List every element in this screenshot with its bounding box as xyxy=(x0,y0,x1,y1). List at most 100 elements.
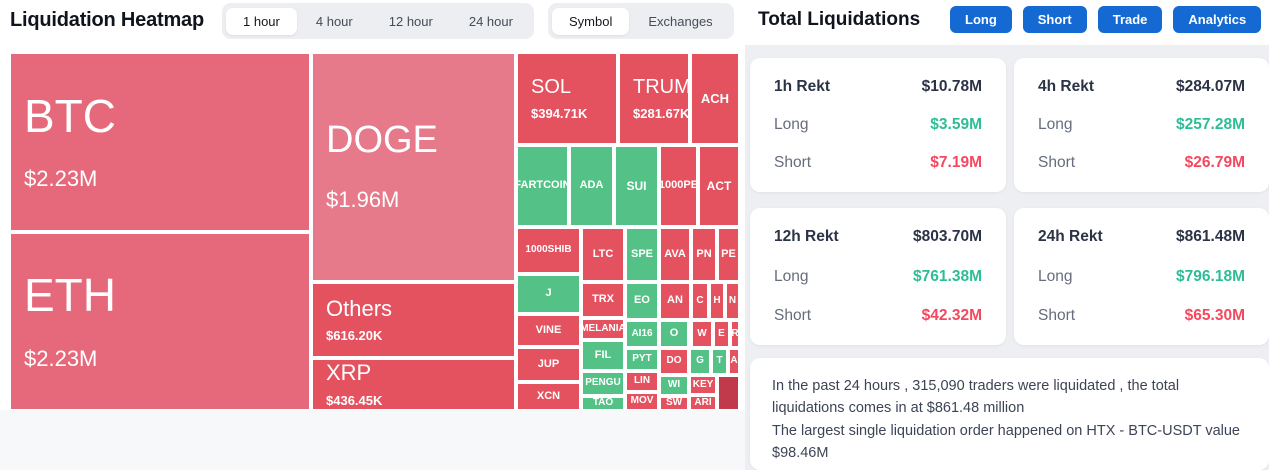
treemap-tile-pengu[interactable]: PENGU xyxy=(582,372,624,395)
summary-line-1: In the past 24 hours , 315,090 traders w… xyxy=(772,378,1180,417)
treemap-tile-fartcoin[interactable]: FARTCOIN xyxy=(517,146,568,226)
long-button[interactable]: Long xyxy=(950,6,1012,33)
card-title: 24h Rekt xyxy=(1038,228,1103,245)
treemap-tile-act[interactable]: ACT xyxy=(699,146,739,226)
treemap-tile-vine[interactable]: VINE xyxy=(517,315,580,346)
tile-symbol: XRP xyxy=(326,360,372,386)
treemap-tile-melania[interactable]: MELANIA xyxy=(582,319,624,339)
total-liquidations-title: Total Liquidations xyxy=(758,9,921,30)
tile-symbol: PE xyxy=(721,247,736,260)
time-filter-12h[interactable]: 12 hour xyxy=(388,13,433,29)
tile-value: $436.45K xyxy=(326,392,383,408)
tile-symbol: ETH xyxy=(24,269,116,322)
view-toggle-group: Symbol Exchanges xyxy=(548,3,734,39)
view-toggle-symbol[interactable]: Symbol xyxy=(552,7,630,35)
treemap-tile-btc[interactable]: BTC $2.23M xyxy=(10,53,310,231)
treemap-tile-1000shib[interactable]: 1000SHIB xyxy=(517,228,580,273)
tile-symbol: Others xyxy=(326,295,393,321)
treemap-tile-tao[interactable]: TAO xyxy=(582,397,624,410)
tile-symbol: ADA xyxy=(579,179,604,192)
trade-button[interactable]: Trade xyxy=(1097,6,1163,33)
treemap-tile-e[interactable]: E xyxy=(714,321,729,347)
analytics-button[interactable]: Analytics xyxy=(1173,6,1262,33)
tile-symbol: A xyxy=(730,355,738,367)
treemap-tile-ari[interactable]: ARI xyxy=(690,396,716,410)
long-value: $761.38M xyxy=(913,267,982,285)
tile-symbol: FARTCOIN xyxy=(517,179,568,192)
treemap-tile-j[interactable]: J xyxy=(517,275,580,313)
tile-symbol: J xyxy=(545,287,552,300)
tile-symbol: PYT xyxy=(632,353,652,365)
treemap-tile-eo[interactable]: EO xyxy=(626,283,658,319)
time-filter-24h[interactable]: 24 hour xyxy=(468,13,513,29)
card-title: 12h Rekt xyxy=(774,228,839,245)
tile-value: $1.96M xyxy=(326,186,400,212)
treemap-tile-n[interactable]: N xyxy=(726,283,739,319)
treemap-tile-o[interactable]: O xyxy=(660,321,688,347)
treemap-tile-jup[interactable]: JUP xyxy=(517,348,580,381)
tile-symbol: T xyxy=(716,355,723,367)
tile-symbol: SW xyxy=(665,397,683,409)
treemap-tile-r[interactable]: R xyxy=(731,321,739,347)
heatmap-panel-background xyxy=(0,410,745,470)
tile-symbol: C xyxy=(696,294,704,306)
treemap-tile-c[interactable]: C xyxy=(692,283,708,319)
card-total-value: $861.48M xyxy=(1176,228,1245,245)
treemap-tile-w[interactable]: W xyxy=(692,321,712,347)
treemap-tile-sw[interactable]: SW xyxy=(660,397,688,410)
tile-symbol: W xyxy=(697,327,707,339)
treemap-tile-key[interactable]: KEY xyxy=(690,376,716,394)
treemap-tile-mov[interactable]: MOV xyxy=(626,393,658,410)
tile-symbol: ACH xyxy=(700,90,730,106)
rekt-card-24h: 24h Rekt $861.48M Long $796.18M Short $65.3… xyxy=(1014,208,1269,345)
card-total-value: $10.78M xyxy=(921,78,982,95)
treemap-tile-ach[interactable]: ACH xyxy=(691,53,739,144)
tile-value: $2.23M xyxy=(24,345,98,371)
treemap-tile-ava[interactable]: AVA xyxy=(660,228,690,281)
treemap-tile-trx[interactable]: TRX xyxy=(582,283,624,317)
short-button[interactable]: Short xyxy=(1022,6,1087,33)
view-toggle-exchanges[interactable]: Exchanges xyxy=(648,13,713,29)
card-title: 4h Rekt xyxy=(1038,78,1094,95)
treemap-tile-h[interactable]: H xyxy=(710,283,724,319)
tile-symbol: AI16 xyxy=(631,327,653,339)
short-label: Short xyxy=(1038,154,1076,171)
treemap-tile-xcn[interactable]: XCN xyxy=(517,383,580,410)
treemap-tile-others[interactable]: Others $616.20K xyxy=(312,283,515,357)
tile-symbol: BTC xyxy=(24,89,116,142)
tile-symbol: SPE xyxy=(630,247,653,260)
treemap-tile-pyt[interactable]: PYT xyxy=(626,349,658,370)
tile-symbol: 1000PE xyxy=(660,179,697,192)
tile-symbol: R xyxy=(731,327,739,339)
treemap-tile-lin[interactable]: LIN xyxy=(626,372,658,391)
treemap-tile-ai16[interactable]: AI16 xyxy=(626,321,658,347)
treemap-tile-spe[interactable]: SPE xyxy=(626,228,658,281)
long-value: $796.18M xyxy=(1176,267,1245,285)
time-filter-1h[interactable]: 1 hour xyxy=(226,7,297,35)
card-title: 1h Rekt xyxy=(774,78,830,95)
treemap-tile-sui[interactable]: SUI xyxy=(615,146,658,226)
treemap-tile-xrp[interactable]: XRP $436.45K xyxy=(312,359,515,410)
treemap-tile-trump[interactable]: TRUMP $281.67K xyxy=(619,53,689,144)
treemap-tile-unlabeled[interactable] xyxy=(718,376,739,410)
treemap-tile-eth[interactable]: ETH $2.23M xyxy=(10,233,310,410)
short-value: $26.79M xyxy=(1184,154,1245,171)
treemap-tile-g[interactable]: G xyxy=(690,349,710,374)
treemap-tile-sol[interactable]: SOL $394.71K xyxy=(517,53,617,144)
treemap-tile-ada[interactable]: ADA xyxy=(570,146,613,226)
treemap-tile-wi[interactable]: WI xyxy=(660,376,688,395)
treemap-tile-1000pe[interactable]: 1000PE xyxy=(660,146,697,226)
treemap-tile-do[interactable]: DO xyxy=(660,349,688,374)
treemap-tile-t[interactable]: T xyxy=(712,349,727,374)
treemap-tile-fil[interactable]: FIL xyxy=(582,341,624,370)
treemap-tile-an[interactable]: AN xyxy=(660,283,690,319)
tile-symbol: DOGE xyxy=(326,119,438,162)
time-filter-4h[interactable]: 4 hour xyxy=(315,13,353,29)
tile-symbol: LIN xyxy=(633,375,651,387)
treemap-tile-doge[interactable]: DOGE $1.96M xyxy=(312,53,515,281)
treemap-tile-a[interactable]: A xyxy=(729,349,739,374)
tile-value: $2.23M xyxy=(24,166,98,192)
treemap-tile-pe[interactable]: PE xyxy=(718,228,739,281)
treemap-tile-ltc[interactable]: LTC xyxy=(582,228,624,281)
treemap-tile-pn[interactable]: PN xyxy=(692,228,716,281)
